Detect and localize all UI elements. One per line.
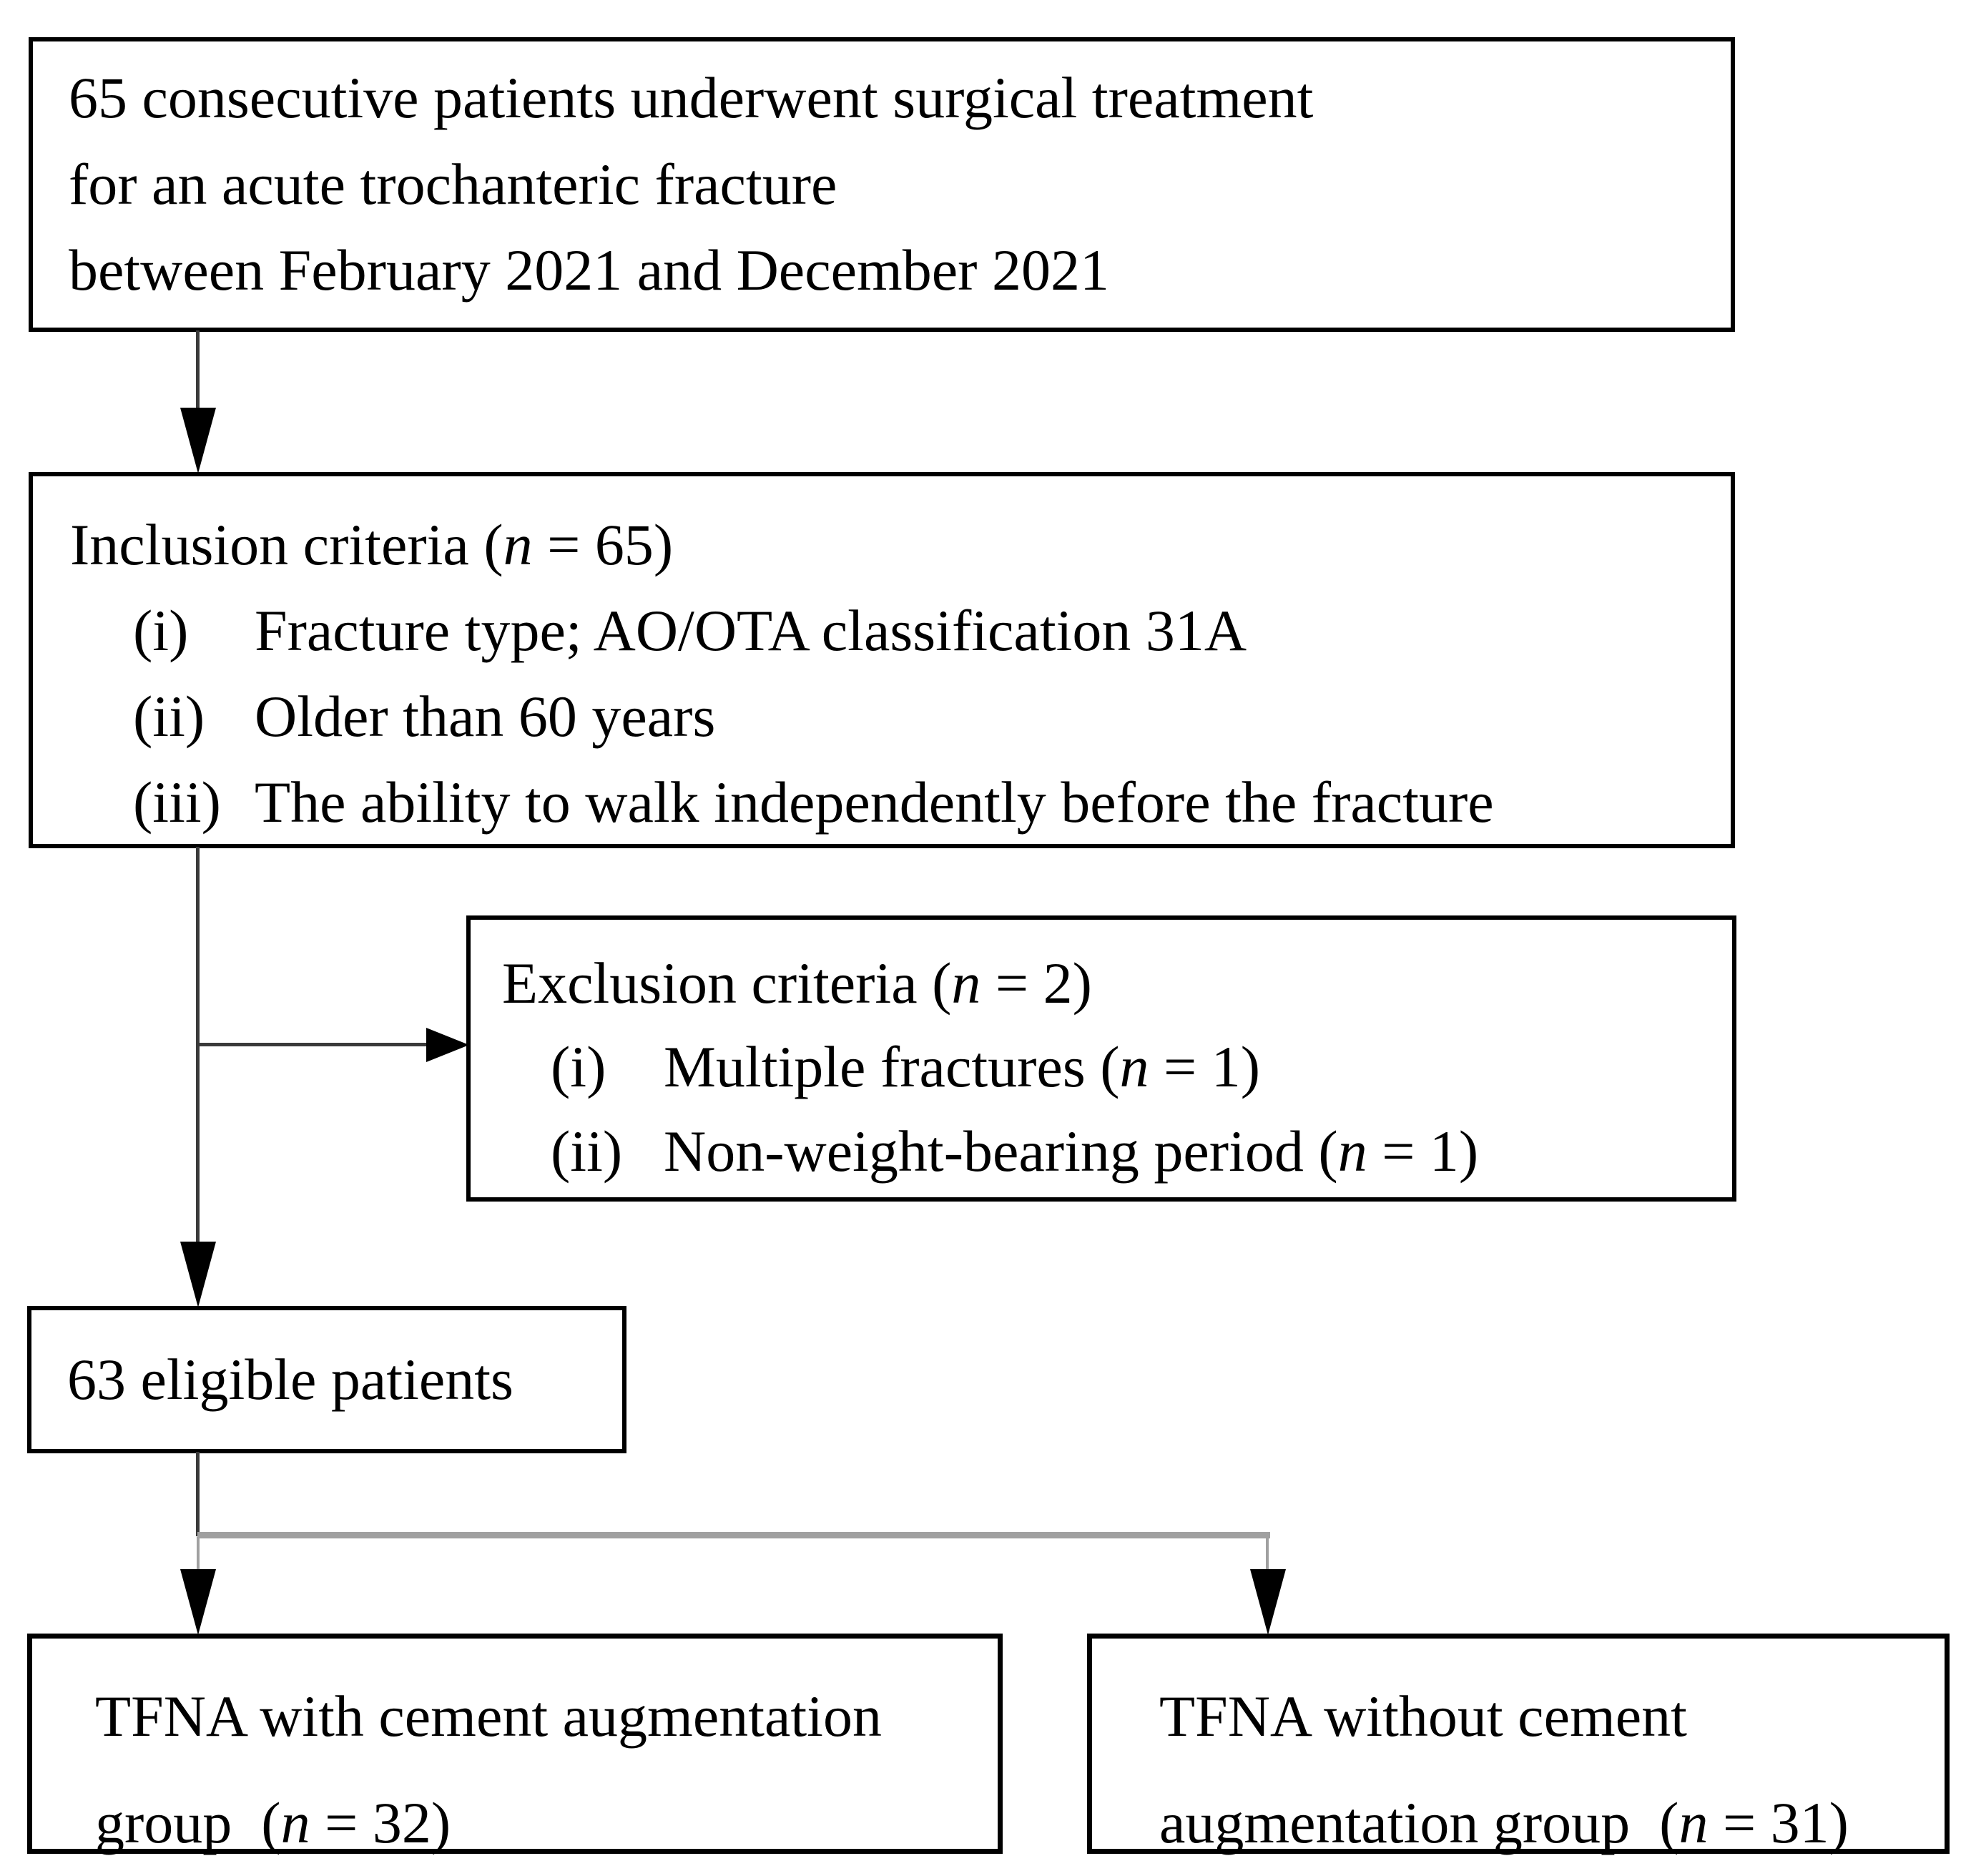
split-horizontal-line — [197, 1532, 1270, 1538]
inclusion-item: (i) Fracture type; AO/OTA classification… — [33, 588, 1731, 674]
arrow-inclusion-to-eligible-head — [180, 1242, 216, 1307]
enrollment-line: for an acute trochanteric fracture — [69, 151, 837, 217]
split-right-stub-line — [1266, 1537, 1269, 1573]
enrollment-line: 65 consecutive patients underwent surgic… — [69, 65, 1314, 131]
exclusion-item: (i) Multiple fractures (n = 1) — [471, 1025, 1732, 1109]
exclusion-item: (ii) Non-weight-bearing period (n = 1) — [471, 1109, 1732, 1193]
inclusion-item: (iii) The ability to walk independently … — [33, 760, 1731, 845]
item-marker: (i) — [551, 1034, 606, 1100]
item-marker: (ii) — [551, 1118, 623, 1184]
item-marker: (ii) — [133, 684, 205, 750]
branch-to-exclusion-line — [197, 1043, 429, 1046]
item-text: Fracture type; AO/OTA classification 31A — [255, 598, 1247, 664]
group-line: TFNA without cement — [1159, 1684, 1687, 1749]
item-text: Older than 60 years — [255, 684, 716, 750]
arrow-enrollment-to-inclusion-head — [180, 408, 216, 473]
eligible-text: 63 eligible patients — [67, 1347, 513, 1412]
exclusion-criteria-box: Exclusion criteria (n = 2) (i) Multiple … — [466, 915, 1736, 1202]
enrollment-box: 65 consecutive patients underwent surgic… — [29, 37, 1735, 332]
exclusion-title: Exclusion criteria (n = 2) — [502, 951, 1092, 1016]
item-text: The ability to walk independently before… — [255, 770, 1494, 835]
item-text: Multiple fractures (n = 1) — [664, 1034, 1261, 1100]
group-line: group (n = 32) — [95, 1790, 451, 1856]
arrow-enrollment-to-inclusion-line — [196, 330, 200, 413]
inclusion-item: (ii) Older than 60 years — [33, 674, 1731, 760]
branch-to-exclusion-arrowhead — [426, 1028, 469, 1062]
group-line: augmentation group (n = 31) — [1159, 1790, 1849, 1856]
tfna-with-cement-group-box: TFNA with cement augmentation group (n =… — [27, 1634, 1003, 1855]
group-line: TFNA with cement augmentation — [95, 1684, 882, 1749]
tfna-without-cement-group-box: TFNA without cement augmentation group (… — [1087, 1634, 1950, 1855]
arrow-to-without-cement-head — [1250, 1569, 1286, 1635]
item-text: Non-weight-bearing period (n = 1) — [664, 1118, 1479, 1184]
inclusion-criteria-box: Inclusion criteria (n = 65) (i) Fracture… — [29, 472, 1735, 848]
arrow-to-with-cement-head — [180, 1569, 216, 1635]
eligible-patients-box: 63 eligible patients — [27, 1306, 626, 1453]
split-left-stub-line — [197, 1537, 200, 1573]
inclusion-title: Inclusion criteria (n = 65) — [70, 512, 674, 577]
enrollment-line: between February 2021 and December 2021 — [69, 237, 1109, 303]
item-marker: (i) — [133, 598, 189, 664]
item-marker: (iii) — [133, 770, 221, 835]
eligible-split-stem-line — [196, 1452, 200, 1536]
